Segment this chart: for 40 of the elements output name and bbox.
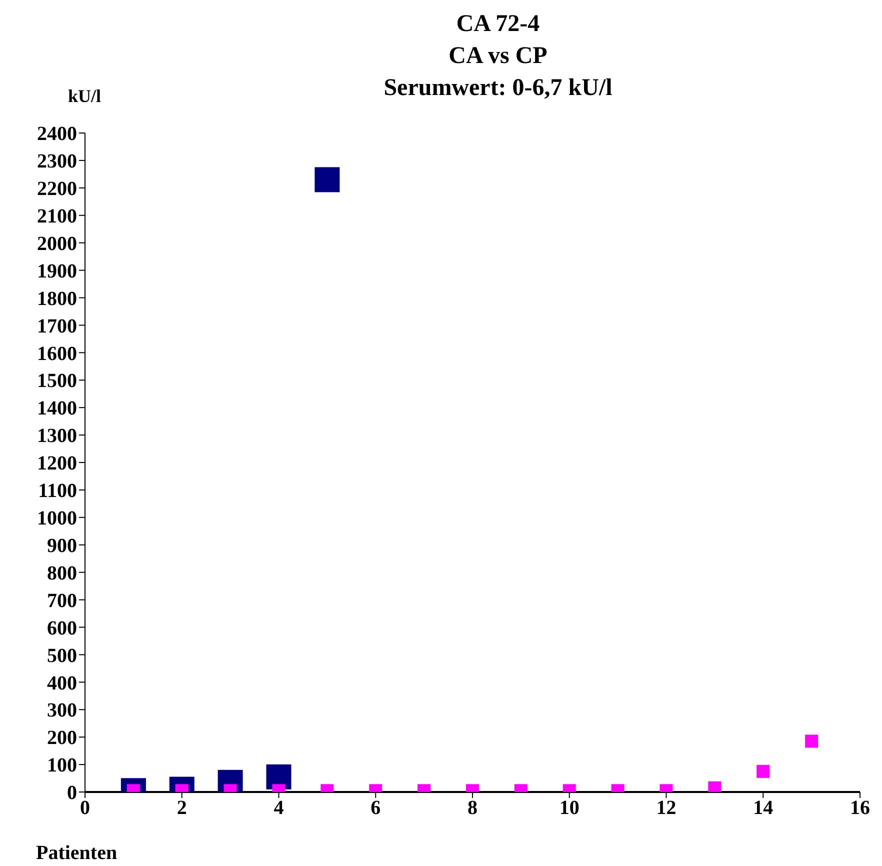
y-tick-label: 1100 (38, 480, 77, 502)
x-tick-label: 4 (274, 797, 284, 820)
point (314, 167, 340, 192)
point (708, 781, 722, 792)
y-tick-label: 500 (47, 644, 77, 667)
y-tick-label: 2100 (37, 205, 77, 228)
y-tick-label: 1600 (37, 342, 77, 365)
y-tick-label: 300 (47, 700, 77, 722)
y-tick-label: 1200 (37, 452, 77, 475)
y-tick-label: 400 (47, 672, 77, 694)
x-tick-label: 6 (370, 797, 381, 820)
y-axis-title: kU/l (68, 86, 102, 107)
x-tick-label: 14 (753, 797, 774, 820)
y-tick-label: 800 (47, 562, 77, 584)
chart-title: CA 72-4 (455, 10, 541, 39)
y-tick-label: 1800 (37, 288, 77, 310)
x-tick-label: 2 (176, 797, 187, 820)
x-tick-label: 12 (656, 797, 676, 820)
x-tick-label: 10 (559, 797, 580, 820)
text: Serumwert: 0-6,7 kU/l (382, 74, 614, 103)
y-tick-label: 0 (67, 782, 77, 804)
y-tick-label: 1400 (37, 398, 77, 420)
y-tick-label: 1900 (37, 260, 77, 282)
chart-subtitle: CA vs CP (448, 42, 548, 71)
y-tick-label: 700 (47, 590, 77, 612)
x-tick-label: 8 (468, 797, 478, 820)
y-tick-label: 1700 (37, 315, 77, 338)
y-tick-label: 1000 (37, 508, 77, 530)
y-tick-label: 1500 (37, 370, 77, 392)
y-tick-label: 100 (47, 754, 77, 777)
y-tick-label: 2200 (37, 178, 77, 200)
y-tick-label: 2400 (37, 123, 77, 146)
y-tick-label: 2300 (37, 150, 77, 173)
x-tick-label: 16 (850, 797, 870, 820)
y-tick-label: 200 (47, 727, 77, 750)
y-tick-label: 2000 (37, 232, 77, 255)
x-axis-title: Patienten (36, 842, 118, 865)
y-tick-label: 900 (47, 534, 77, 557)
y-tick-label: 600 (47, 617, 77, 640)
y-tick-label: 1300 (37, 425, 77, 448)
